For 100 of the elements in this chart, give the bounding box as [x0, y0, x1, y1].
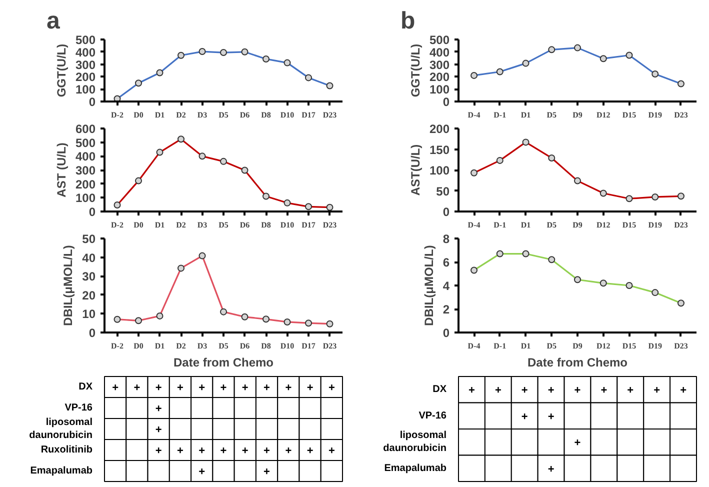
x-tick-label: D5: [218, 342, 228, 350]
x-tick-label: D1: [154, 220, 165, 230]
text: +: [220, 445, 227, 457]
y-tick-label: 200: [75, 70, 96, 84]
x-axis-title: Date from Chemo: [173, 356, 274, 370]
text: +: [494, 384, 502, 397]
x-tick-label: D15: [622, 220, 636, 230]
y-tick-label: 10: [82, 307, 96, 322]
x-tick-label: D10: [280, 342, 294, 350]
y-tick-label: 100: [429, 164, 450, 178]
y-tick-label: 400: [75, 45, 96, 60]
text: +: [521, 410, 528, 423]
x-tick-label: D6: [240, 342, 250, 350]
x-tick-label: D10: [280, 220, 294, 230]
text: +: [264, 382, 270, 394]
x-tick-label: D0: [134, 220, 144, 230]
text: +: [220, 382, 227, 394]
x-tick-label: D9: [572, 220, 582, 230]
y-axis-title: DBIL(μMOL/L): [61, 245, 76, 326]
text: +: [306, 445, 314, 457]
x-tick-label: D3: [197, 220, 208, 230]
x-tick-label: D6: [240, 220, 250, 230]
y-tick-label: 200: [429, 122, 450, 136]
y-tick-label: 40: [82, 250, 96, 265]
text: +: [521, 384, 528, 397]
y-tick-label: liposomal daunorubicin: [383, 430, 447, 454]
x-tick-label: D-2: [111, 220, 124, 230]
y-tick-label: 4: [442, 279, 450, 293]
text: +: [468, 384, 475, 397]
x-tick-label: D1: [520, 342, 531, 350]
y-tick-label: 300: [75, 58, 96, 72]
text: +: [548, 463, 554, 476]
y-tick-label: 0: [88, 205, 96, 219]
text: +: [574, 384, 581, 397]
x-tick-label: D-2: [111, 342, 124, 350]
y-tick-label: VP-16: [64, 402, 93, 414]
text: +: [264, 466, 270, 478]
y-tick-label: 0: [442, 95, 450, 109]
y-tick-label: 50: [436, 184, 450, 198]
x-tick-label: D12: [596, 110, 610, 120]
x-tick-label: D-4: [468, 220, 480, 230]
y-tick-label: DX: [78, 382, 93, 392]
text: +: [242, 445, 248, 457]
text: +: [198, 382, 206, 394]
y-tick-label: liposomal daunorubicin: [29, 416, 93, 442]
text: +: [242, 382, 248, 394]
x-tick-label: D8: [261, 342, 271, 350]
y-axis-title: DBIL(μMOL/L): [422, 245, 436, 326]
chart-title: a: [46, 8, 60, 34]
y-tick-label: 500: [75, 33, 96, 47]
text: +: [112, 382, 119, 394]
text: +: [177, 382, 184, 394]
y-tick-label: VP-16: [418, 410, 447, 422]
x-tick-label: D9: [572, 342, 582, 350]
x-tick-label: D9: [572, 110, 582, 120]
x-tick-label: D-1: [494, 342, 506, 350]
y-tick-label: Emapalumab: [384, 462, 447, 474]
x-tick-label: D19: [648, 110, 662, 120]
text: +: [654, 384, 660, 397]
text: +: [155, 445, 162, 457]
text: +: [574, 437, 581, 450]
y-tick-label: 0: [88, 326, 96, 340]
x-axis-title: Date from Chemo: [527, 356, 628, 370]
text: +: [328, 445, 335, 457]
text: +: [627, 384, 634, 397]
y-tick-label: 8: [442, 232, 450, 246]
text: +: [155, 382, 162, 394]
x-tick-label: D-2: [111, 110, 124, 120]
y-tick-label: 2: [442, 302, 450, 316]
x-tick-label: D2: [176, 342, 186, 350]
y-tick-label: 500: [75, 136, 96, 150]
x-tick-label: D5: [218, 220, 228, 230]
y-axis-title: GGT(U/L): [408, 44, 422, 98]
x-tick-label: D15: [622, 110, 636, 120]
x-tick-label: D1: [154, 110, 165, 120]
text: +: [155, 424, 162, 436]
y-tick-label: 400: [75, 150, 96, 164]
x-tick-label: D5: [546, 220, 557, 230]
y-tick-label: DX: [432, 384, 447, 396]
y-tick-label: 0: [442, 205, 450, 219]
y-tick-label: 200: [75, 177, 96, 192]
text: +: [134, 382, 140, 394]
x-tick-label: D6: [240, 110, 250, 120]
text: +: [306, 382, 314, 394]
x-tick-label: D17: [302, 220, 316, 230]
y-tick-label: 400: [429, 45, 450, 60]
y-tick-label: 100: [429, 82, 450, 97]
x-tick-label: D-1: [494, 110, 506, 120]
y-tick-label: 30: [82, 270, 96, 284]
y-axis-title: AST (U/L): [54, 142, 68, 198]
y-tick-label: Emapalumab: [30, 466, 93, 476]
y-tick-label: 300: [75, 164, 96, 178]
text: +: [285, 382, 292, 394]
y-tick-label: 100: [75, 191, 96, 206]
x-tick-label: D19: [648, 220, 662, 230]
x-tick-label: D1: [520, 220, 531, 230]
x-tick-label: D8: [261, 220, 271, 230]
text: +: [198, 466, 206, 478]
y-tick-label: 200: [429, 70, 450, 84]
y-axis-title: AST(U/L): [408, 144, 422, 196]
